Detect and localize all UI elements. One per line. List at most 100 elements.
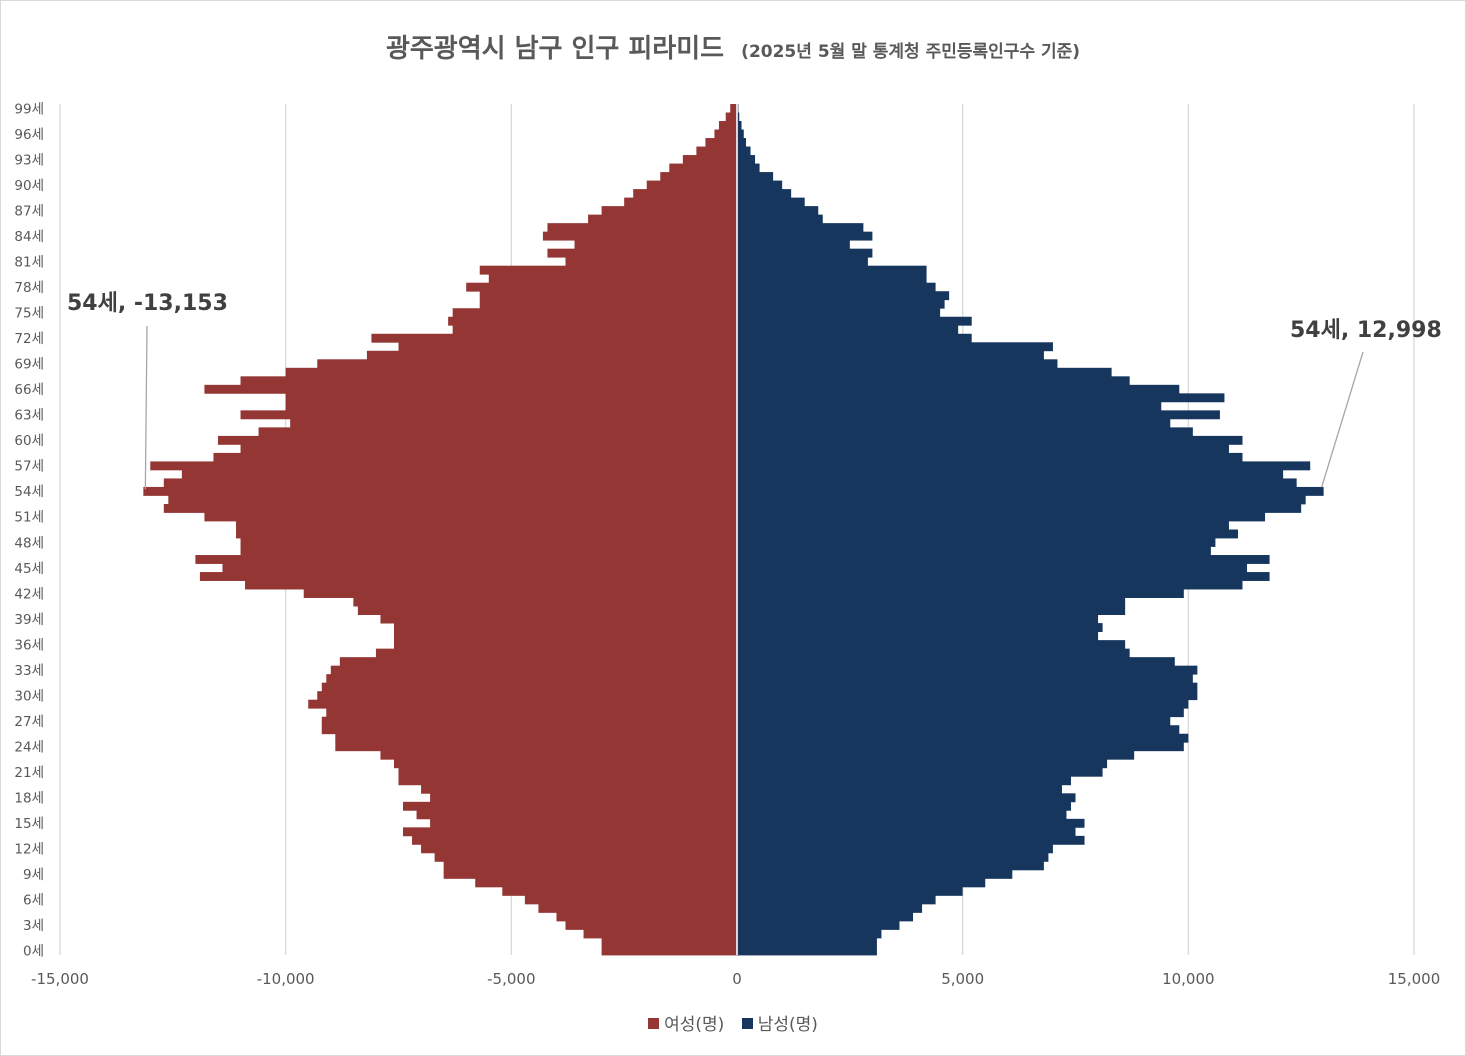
female-bar [682,155,737,164]
male-bar [737,716,1171,726]
female-bar [240,444,738,454]
female-bar [452,308,737,318]
male-bar [737,214,823,224]
female-bar [150,461,737,471]
male-bar [737,333,972,343]
female-bar [308,699,737,709]
female-bar [479,265,737,275]
male-bar [737,895,936,905]
female-bar [479,299,737,309]
female-bar [240,376,738,386]
x-tick-labels: -15,000 -10,000 -5,000 0 5,000 10,000 15,000 [31,970,1440,988]
male-bar [737,793,1076,803]
female-bar [240,410,738,420]
female-bar [321,725,737,735]
annotation-label-female: 54세, -13,153 [67,291,228,316]
male-bar [737,606,1126,615]
y-tick-label: 90세 [14,178,44,194]
male-bar [737,648,1130,658]
annotation-label-male: 54세, 12,998 [1290,318,1442,343]
female-bar [393,759,737,769]
female-bar [181,469,738,479]
female-bar [547,223,737,233]
female-bar [321,716,737,726]
male-bar [737,784,1062,794]
female-bar [303,589,737,598]
y-tick-label: 42세 [14,586,44,602]
y-tick-label: 48세 [14,535,44,551]
male-bar [737,912,914,922]
female-bar [199,572,737,581]
male-bar [737,946,877,956]
male-bar [737,512,1266,522]
y-tick-label: 93세 [14,152,44,168]
male-bar [737,801,1071,811]
male-bar [737,691,1198,701]
male-bar [737,835,1085,845]
male-bar [737,767,1103,777]
annotations: 54세, -13,153 54세, 12,998 [67,291,1442,490]
male-bar [737,121,742,130]
male-bar [737,529,1238,539]
female-bar [448,316,737,326]
female-bar [366,350,737,360]
female-bar [601,946,737,956]
male-bar [737,589,1184,598]
female-bar [633,189,737,199]
male-bar [737,546,1211,556]
female-bar [317,691,737,701]
y-tick-label: 12세 [14,842,44,858]
y-tick-label: 63세 [14,408,44,424]
female-bar [434,852,737,862]
female-bar [660,172,737,181]
male-bar [737,180,783,190]
female-bar [222,563,738,573]
female-bar [502,886,737,896]
female-bar [443,869,737,879]
male-bar [737,138,747,147]
y-tick-label: 24세 [14,740,44,756]
female-bar [335,733,737,743]
male-bar [737,282,936,292]
male-bar [737,257,868,267]
male-bar [737,852,1049,862]
male-bar [737,308,941,318]
female-bar [204,512,738,522]
female-bar [240,538,738,547]
male-bar [737,725,1180,735]
chart-title-row: 광주광역시 남구 인구 피라미드 (2025년 5월 말 통계청 주민등록인구수… [0,28,1466,65]
male-bar [737,878,986,888]
male-bar [737,367,1112,377]
y-tick-label: 30세 [14,688,44,704]
female-bar [583,929,737,939]
y-tick-label: 15세 [14,816,44,832]
y-tick-label: 87세 [14,203,44,219]
male-bar [737,155,756,164]
legend-item-male: 남성(명) [741,1010,818,1035]
female-bar [393,631,737,641]
y-tick-label: 6세 [23,893,44,909]
male-bar [737,376,1130,386]
female-bar [574,240,737,250]
female-bars [143,104,738,956]
female-bar [421,844,737,854]
female-bar [245,580,737,590]
female-bar [375,648,737,658]
female-bar [430,793,737,803]
y-tick-label: 45세 [14,561,44,577]
female-bar [475,878,737,888]
y-tick-label: 3세 [23,918,44,934]
chart-subtitle: (2025년 5월 말 통계청 주민등록인구수 기준) [741,42,1081,62]
female-bar [646,180,737,190]
male-bar [737,903,923,913]
female-bar [236,520,737,530]
female-bar [326,674,737,684]
female-bar [335,742,737,752]
female-bar [624,197,737,207]
male-bar [737,359,1058,369]
male-bar [737,844,1053,854]
x-tick-label: 15,000 [1388,970,1441,988]
male-bar [737,733,1189,743]
y-tick-label: 33세 [14,663,44,679]
